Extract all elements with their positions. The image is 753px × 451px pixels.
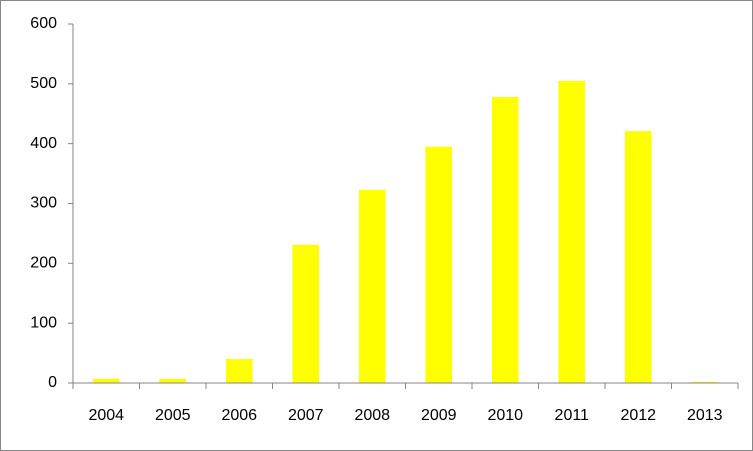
bar	[691, 381, 719, 383]
x-tick-label: 2013	[687, 407, 723, 424]
y-tick-label: 0	[48, 374, 57, 391]
x-tick-label: 2006	[221, 407, 257, 424]
y-tick-label: 200	[30, 255, 57, 272]
x-tick-label: 2008	[354, 407, 390, 424]
y-tick-label: 400	[30, 135, 57, 152]
bar	[292, 244, 320, 383]
x-tick-label: 2009	[421, 407, 457, 424]
bar	[92, 378, 120, 383]
x-tick-label: 2005	[155, 407, 191, 424]
x-tick-label: 2010	[487, 407, 523, 424]
y-tick-label: 300	[30, 195, 57, 212]
y-tick-label: 500	[30, 75, 57, 92]
x-tick-label: 2004	[88, 407, 124, 424]
bar	[624, 131, 652, 383]
bar	[558, 80, 586, 383]
y-tick-label: 100	[30, 314, 57, 331]
bar	[425, 146, 453, 383]
x-tick-label: 2011	[555, 407, 590, 424]
bar	[358, 189, 386, 383]
bar	[491, 96, 519, 383]
x-tick-label: 2007	[288, 407, 324, 424]
bar	[159, 378, 187, 383]
bar	[225, 359, 253, 383]
x-tick-label: 2012	[620, 407, 656, 424]
y-tick-label: 600	[30, 15, 57, 32]
